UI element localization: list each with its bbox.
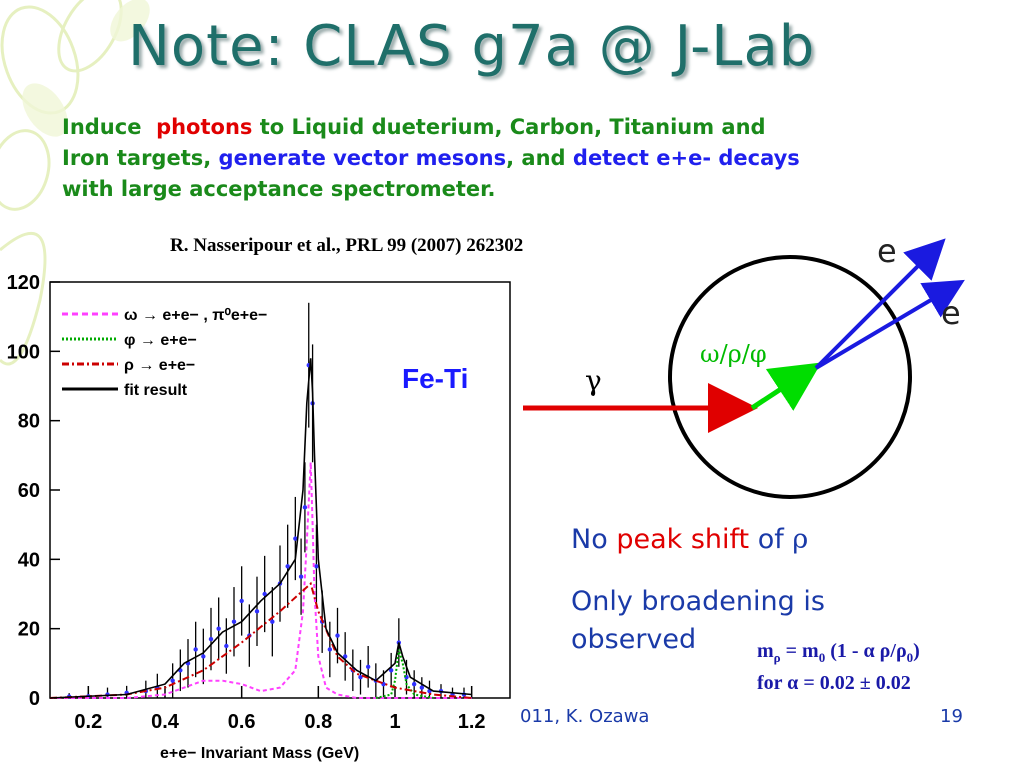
y-tick-label: 40 (18, 549, 40, 571)
y-tick-label: 60 (18, 480, 40, 502)
page-number: 19 (940, 706, 963, 727)
data-point (208, 636, 214, 642)
data-point (231, 619, 237, 624)
legend-label: φ → e+e− (124, 332, 197, 349)
data-point (411, 681, 417, 687)
data-point (262, 591, 267, 597)
intro-word-induce: Induce (62, 115, 142, 139)
intro-paragraph: Induce photons to Liquid dueterium, Carb… (62, 112, 992, 205)
series-curve (375, 649, 434, 699)
x-tick-label: 1 (389, 711, 400, 733)
target-circle (668, 255, 912, 499)
intro-word-and: , and (506, 146, 566, 170)
background-leaf-decoration (0, 0, 150, 366)
y-tick-label: 20 (18, 619, 40, 641)
slide-title: Note: CLAS g7a @ J-Lab (128, 14, 816, 79)
data-point (342, 654, 348, 659)
gamma-label: γ (585, 364, 602, 397)
note-broadening: Only broadening is (571, 586, 825, 617)
panel-label: Fe-Ti (402, 363, 468, 394)
data-point (201, 654, 206, 659)
intro-phrase-acceptance: with large acceptance spectrometer. (62, 177, 496, 201)
note-observed: observed (571, 624, 697, 655)
note-peak-shift: peak shift (616, 524, 750, 555)
data-point (419, 685, 425, 690)
paper-reference: R. Nasseripour et al., PRL 99 (2007) 262… (170, 235, 524, 256)
intro-phrase-generate: generate vector mesons (218, 146, 507, 170)
intro-word-photons: photons (156, 115, 253, 139)
data-point (216, 626, 221, 631)
footer-author: 011, K. Ozawa (520, 706, 650, 727)
electron-arrow-2 (814, 279, 965, 370)
data-point (224, 643, 229, 649)
data-point (193, 647, 198, 652)
plot-frame (49, 281, 511, 699)
x-tick-label: 0.2 (74, 711, 102, 733)
y-tick-label: 80 (18, 411, 40, 433)
note-of: of (757, 524, 784, 555)
chart-legend: ω → e+e− , π⁰e+e− φ → e+e− ρ → e+e− fit res… (62, 307, 267, 399)
invariant-mass-chart: 0 20 40 60 80 100 120 0.2 0.4 0.6 0.8 1 1.2 ω → e+e… (7, 272, 511, 762)
x-tick-label: 0.6 (228, 711, 256, 733)
series-curve (50, 462, 472, 699)
data-point (285, 564, 290, 569)
x-tick-label: 0.8 (304, 711, 332, 733)
formula-eq: = m (780, 640, 819, 662)
electron-label-1: e (877, 232, 897, 270)
x-tick-label: 0.4 (151, 711, 180, 733)
legend-label: ρ → e+e− (124, 357, 195, 374)
mass-formula: mρ = m0 (1 - α ρ/ρ0) (757, 640, 920, 666)
y-tick-label: 120 (7, 272, 40, 294)
data-point (388, 668, 394, 673)
data-point (239, 598, 244, 604)
alpha-value: for α = 0.02 ± 0.02 (757, 672, 911, 694)
x-axis-label: e+e− Invariant Mass (GeV) (160, 745, 359, 762)
data-point (335, 633, 340, 638)
note-no: No (571, 524, 608, 555)
y-tick-label: 0 (29, 688, 40, 710)
formula-m: m (757, 640, 774, 662)
electron-arrow-1 (814, 238, 946, 370)
data-point (293, 536, 298, 541)
data-point (358, 675, 363, 680)
formula-zero-sub: 0 (818, 650, 826, 665)
note-no-peak-shift: No peak shift of ρ (571, 524, 808, 555)
series-curve (49, 581, 472, 699)
y-axis-ticks: 0 20 40 60 80 100 120 (7, 272, 60, 710)
formula-mid: (1 - α ρ/ρ (825, 640, 907, 662)
formula-zero2-sub: 0 (906, 650, 914, 665)
data-point (314, 564, 319, 569)
data-point (298, 574, 304, 579)
formula-close: ) (913, 640, 920, 662)
data-point (365, 664, 371, 669)
formula-rho-sub: ρ (773, 650, 781, 665)
data-point (170, 678, 175, 683)
x-tick-label: 1.2 (458, 711, 486, 733)
fit-curves (49, 358, 472, 699)
legend-label: fit result (124, 382, 188, 399)
data-point (254, 609, 260, 614)
note-rho: ρ (792, 524, 809, 555)
meson-label: ω/ρ/φ (700, 340, 767, 368)
y-tick-label: 100 (7, 341, 40, 363)
series-curve (49, 358, 472, 699)
intro-phrase-iron: Iron targets, (62, 146, 212, 170)
data-point (327, 647, 333, 652)
meson-arrow (750, 362, 822, 411)
data-point (270, 619, 275, 624)
legend-label: ω → e+e− , π⁰e+e− (124, 307, 267, 324)
intro-phrase-detect: detect e+e- decays (572, 146, 800, 170)
decay-diagram: γ ω/ρ/φ e e (523, 232, 965, 499)
x-axis-ticks: 0.2 0.4 0.6 0.8 1 1.2 (74, 686, 486, 733)
intro-phrase-targets: to Liquid dueterium, Carbon, Titanium an… (259, 115, 766, 139)
electron-label-2: e (941, 294, 961, 332)
data-point (302, 505, 308, 510)
